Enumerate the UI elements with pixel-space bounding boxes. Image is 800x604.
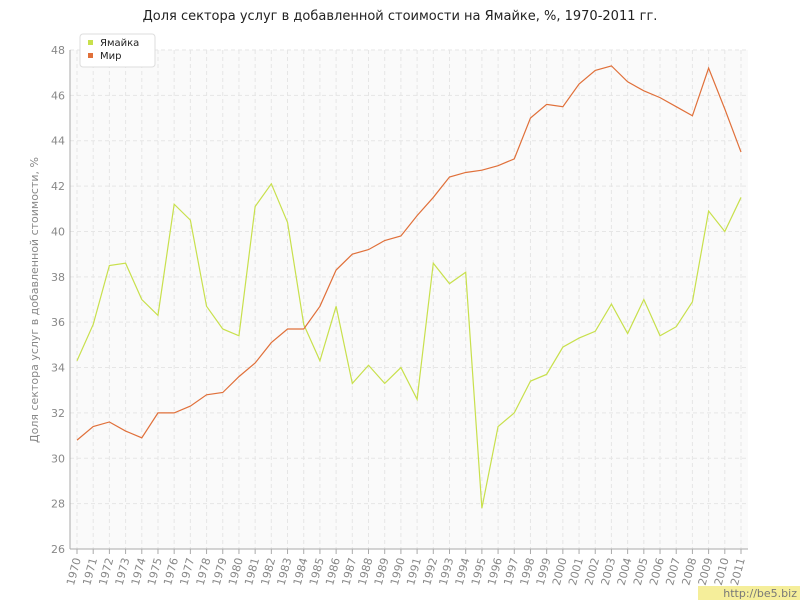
legend-label: Ямайка: [100, 38, 139, 49]
y-tick-label: 28: [51, 498, 65, 511]
y-tick-label: 46: [51, 89, 65, 102]
y-tick-label: 30: [51, 452, 65, 465]
legend-box: [79, 33, 156, 68]
y-tick-label: 36: [51, 316, 65, 329]
y-tick-label: 42: [51, 180, 65, 193]
y-axis-label: Доля сектора услуг в добавленной стоимос…: [28, 157, 41, 443]
y-tick-label: 48: [51, 44, 65, 57]
legend-label: Мир: [100, 51, 121, 62]
chart-title: Доля сектора услуг в добавленной стоимос…: [143, 9, 658, 24]
watermark-bg: [698, 586, 800, 600]
y-tick-label: 44: [51, 135, 65, 148]
series-line: [76, 65, 742, 441]
plot-area: [70, 50, 748, 549]
y-tick-label: 26: [51, 543, 65, 556]
watermark: http://be5.biz: [723, 587, 797, 600]
y-tick-label: 32: [51, 407, 65, 420]
legend-swatch: [88, 53, 93, 58]
y-tick-label: 34: [51, 362, 65, 375]
legend-swatch: [88, 40, 93, 45]
y-tick-label: 40: [51, 225, 65, 238]
series-line: [76, 182, 742, 509]
legend: Ямайка Мир: [79, 33, 156, 68]
y-tick-label: 38: [51, 271, 65, 284]
